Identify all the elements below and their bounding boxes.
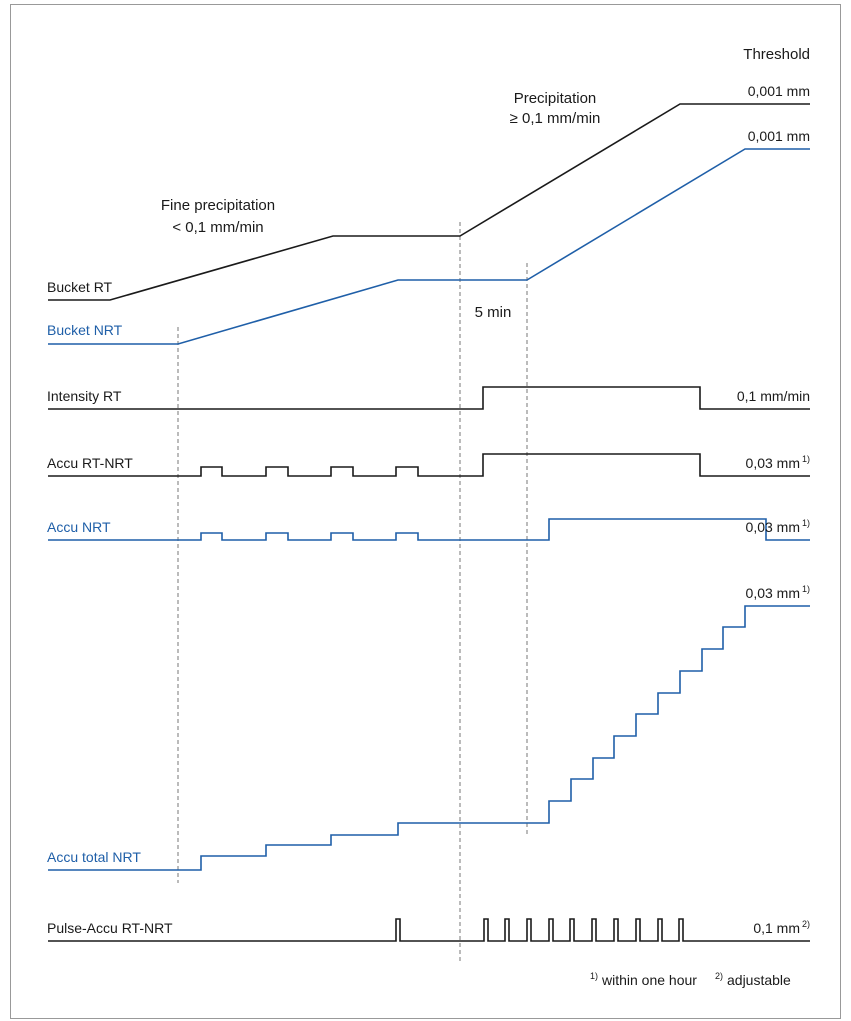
footnote: 1) within one hour 2) adjustable [590,971,791,988]
footnote-mark-2: 2) [715,971,723,981]
accu-rt-nrt-label: Accu RT-NRT [47,455,133,471]
fine-precipitation-rate: < 0,1 mm/min [172,219,263,236]
footnote-text-2: adjustable [727,972,791,988]
accu-total-nrt-value: 0,03 mm [746,585,800,601]
accu-nrt-footnote-mark: 1) [802,518,810,528]
bucket-rt-value: 0,001 mm [748,83,810,99]
accu-nrt-trace [48,518,810,541]
intensity-rt-label: Intensity RT [47,388,122,404]
bucket-nrt-trace [48,148,810,345]
accu-rt-nrt-trace [48,453,810,477]
threshold-header: Threshold [743,46,810,63]
pulse-accu-footnote-mark: 2) [802,919,810,929]
precipitation-label: Precipitation [514,90,597,107]
accu-total-nrt-footnote-mark: 1) [802,584,810,594]
footnote-mark-1: 1) [590,971,598,981]
accu-rt-nrt-value: 0,03 mm [746,455,800,471]
bucket-nrt-value: 0,001 mm [748,128,810,144]
accu-total-nrt-trace [48,605,810,871]
intensity-rt-trace [48,386,810,410]
pulse-accu-label: Pulse-Accu RT-NRT [47,920,173,936]
footnote-text-1: within one hour [601,972,697,988]
accu-rt-nrt-footnote-mark: 1) [802,454,810,464]
bucket-rt-label: Bucket RT [47,279,113,295]
five-min-label: 5 min [475,304,512,321]
diagram-frame [10,4,841,1019]
pulse-accu-trace [48,918,810,942]
intensity-rt-value: 0,1 mm/min [737,388,810,404]
fine-precipitation-label: Fine precipitation [161,197,275,214]
guide-lines [177,222,528,962]
bucket-nrt-label: Bucket NRT [47,322,123,338]
precipitation-rate: ≥ 0,1 mm/min [510,110,601,127]
accu-nrt-value: 0,03 mm [746,519,800,535]
accu-nrt-label: Accu NRT [47,519,111,535]
pulse-accu-value: 0,1 mm [753,920,800,936]
bucket-rt-trace [48,103,810,301]
accu-total-nrt-label: Accu total NRT [47,849,141,865]
